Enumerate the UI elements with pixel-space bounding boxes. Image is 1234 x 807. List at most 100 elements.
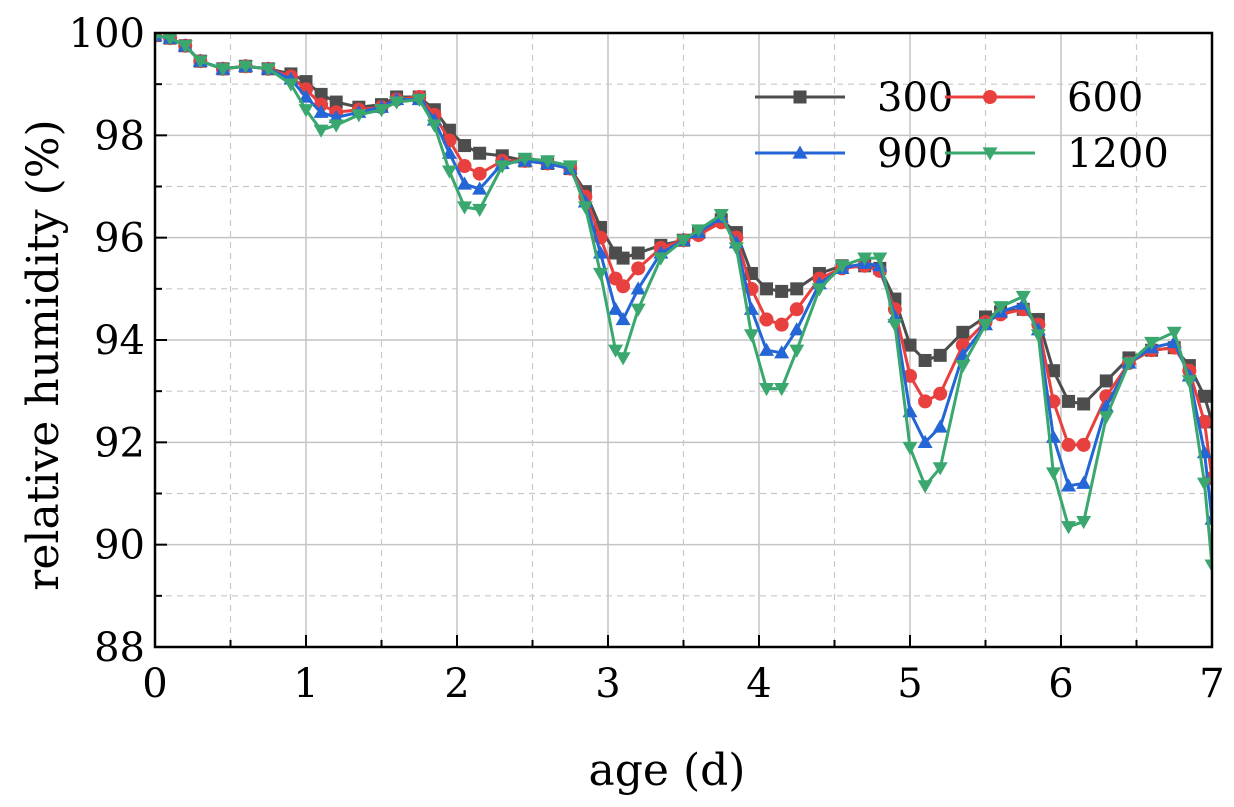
data-point <box>743 329 759 343</box>
legend-marker <box>793 90 807 104</box>
x-tick-label: 4 <box>746 661 771 707</box>
data-point <box>1196 477 1212 491</box>
data-point <box>630 303 646 317</box>
series-1200 <box>155 33 1212 573</box>
data-point <box>759 312 774 327</box>
data-point <box>760 282 774 296</box>
data-point <box>411 93 427 108</box>
data-point <box>759 342 775 356</box>
y-tick-label: 88 <box>94 625 145 671</box>
legend-label: 900 <box>877 131 953 177</box>
data-point <box>162 33 178 46</box>
data-point <box>918 353 932 367</box>
data-point <box>956 325 970 339</box>
data-point <box>298 89 314 103</box>
data-point <box>1166 326 1182 340</box>
data-point <box>562 160 578 174</box>
data-point <box>441 165 457 179</box>
grid <box>155 33 1212 647</box>
y-tick-label: 100 <box>69 11 145 57</box>
legend: 300 600 900 1200 <box>755 75 1169 177</box>
data-point <box>1144 336 1160 351</box>
x-tick-label: 2 <box>444 661 469 707</box>
data-point <box>298 104 314 118</box>
data-point <box>1181 375 1197 389</box>
data-point <box>313 104 329 118</box>
data-point <box>1076 437 1091 452</box>
legend-item-900: 900 <box>755 131 953 177</box>
data-point <box>615 312 631 326</box>
data-point <box>834 260 850 274</box>
data-point <box>283 78 299 92</box>
x-tick-label: 7 <box>1199 661 1224 707</box>
x-tick-label: 6 <box>1048 661 1073 707</box>
data-point <box>155 33 161 44</box>
data-point <box>351 109 367 123</box>
legend-marker <box>983 90 997 104</box>
data-point <box>472 203 488 218</box>
data-point <box>472 181 488 195</box>
data-point <box>1046 364 1060 378</box>
legend-item-600: 600 <box>945 75 1143 121</box>
data-point <box>615 352 631 366</box>
data-point <box>774 345 790 359</box>
data-point <box>932 462 948 476</box>
data-point <box>457 201 473 215</box>
data-point <box>616 279 631 294</box>
series-group <box>155 33 1212 573</box>
data-point <box>887 319 903 333</box>
data-point <box>789 344 805 358</box>
y-axis-label: relative humidity (%) <box>18 119 69 590</box>
data-point <box>978 319 993 333</box>
data-point <box>472 166 487 181</box>
data-point <box>1121 357 1137 371</box>
data-point <box>458 139 472 153</box>
y-tick-label: 96 <box>94 216 145 262</box>
data-point <box>917 480 933 494</box>
data-point <box>177 40 193 54</box>
data-point <box>1077 397 1091 411</box>
data-point <box>215 63 231 77</box>
axis-ticks: 0 1 2 3 4 5 6 7 88 90 92 94 96 98 100 <box>69 11 1225 707</box>
data-point <box>933 386 948 401</box>
data-point <box>774 382 790 397</box>
data-point <box>457 159 472 174</box>
data-point <box>1030 329 1046 343</box>
data-point <box>955 359 971 374</box>
x-tick-label: 0 <box>142 661 167 707</box>
data-point <box>903 338 917 352</box>
legend-label: 1200 <box>1067 131 1169 177</box>
data-point <box>872 252 888 266</box>
data-point <box>1098 411 1114 425</box>
data-point <box>1197 414 1212 429</box>
data-point <box>608 301 624 315</box>
legend-item-300: 300 <box>755 75 953 121</box>
data-point <box>1099 374 1113 388</box>
data-point <box>918 394 933 409</box>
data-point <box>1062 394 1076 408</box>
data-point <box>608 344 624 358</box>
data-point <box>1061 478 1077 492</box>
data-point <box>775 284 789 298</box>
data-point <box>857 252 873 266</box>
data-point <box>691 224 707 238</box>
data-point <box>811 283 827 297</box>
legend-label: 600 <box>1067 75 1143 121</box>
data-point <box>457 176 473 190</box>
x-tick-label: 3 <box>595 661 620 707</box>
x-axis-label: age (d) <box>589 745 746 796</box>
data-point <box>517 152 533 166</box>
data-point <box>759 382 775 397</box>
legend-marker <box>792 145 808 159</box>
data-point <box>426 119 442 133</box>
data-point <box>903 368 917 383</box>
data-point <box>774 317 789 332</box>
y-tick-label: 98 <box>94 113 145 159</box>
data-point <box>313 124 329 138</box>
data-point <box>1076 475 1092 489</box>
data-point <box>1061 521 1077 535</box>
legend-item-1200: 1200 <box>945 131 1169 177</box>
data-point <box>902 441 918 455</box>
data-point <box>789 302 804 317</box>
data-point <box>494 160 510 174</box>
